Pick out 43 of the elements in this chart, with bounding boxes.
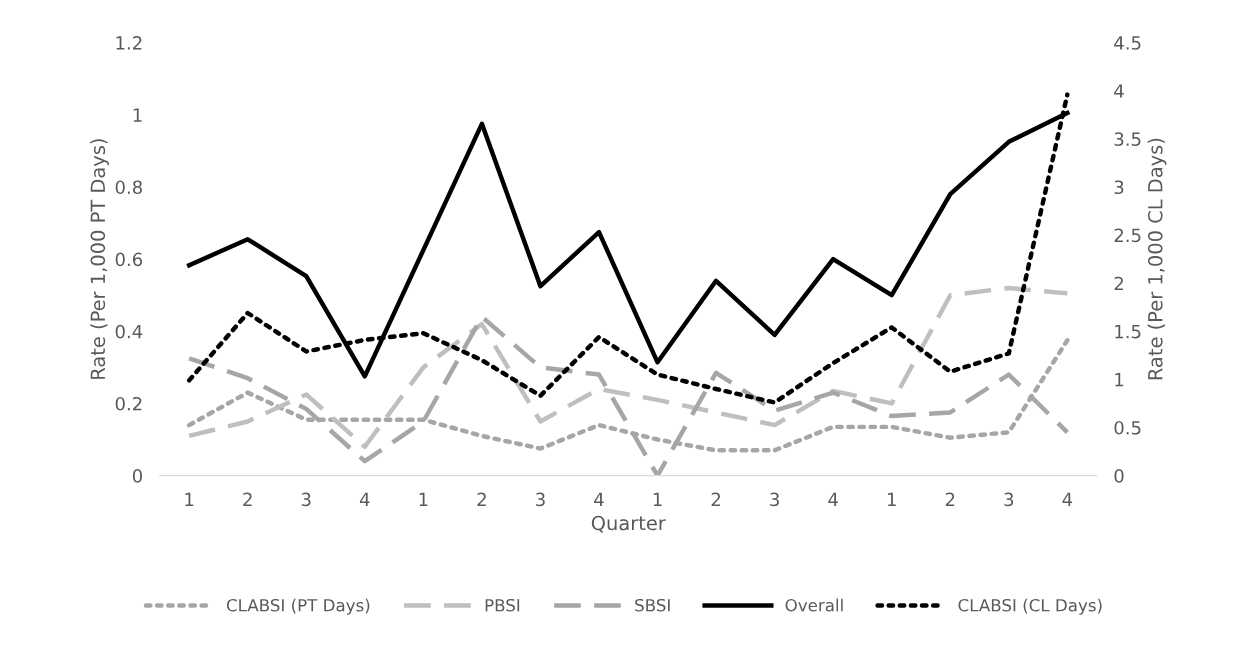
y-tick-label: 0.8 [115,180,142,195]
x-tick-label: 1 [653,492,662,506]
x-tick-label: 2 [711,492,720,506]
x-tick-label: 3 [536,492,545,507]
x-tick-label: 4 [1062,492,1073,506]
y2-tick-label: 0.5 [1114,420,1141,435]
y-tick-label: 1.2 [116,36,142,50]
x-tick-label: 3 [301,492,311,507]
y2-tick-label: 0 [1114,469,1124,483]
line-series [186,285,1070,449]
legend-label: SBSI [635,598,670,612]
x-tick-label: 4 [828,492,838,506]
y-tick-label: 0.4 [115,324,143,339]
y2-tick-label: 4.5 [1114,36,1141,50]
y-tick-label: 1 [133,108,142,122]
x-tick-label: 3 [770,492,779,507]
y2-tick-label: 2.5 [1114,228,1141,243]
x-tick-label: 2 [477,492,486,506]
x-tick-label: 3 [1004,492,1014,507]
x-tick-label: 4 [359,492,370,506]
legend-label: PBSI [485,598,520,612]
y2-tick-label: 2 [1114,276,1123,291]
y-tick-label: 0.2 [115,396,142,411]
x-tick-label: 2 [945,492,955,506]
y-tick-label: 0 [132,469,143,483]
x-tick-label: 1 [185,492,194,506]
legend-label: CLABSI (PT Days) [226,598,370,615]
line-series [186,314,1070,476]
y2-axis-title: Rate (Per 1,000 CL Days) [1147,138,1167,380]
y2-tick-label: 3 [1114,180,1124,195]
y-tick-label: 0.6 [115,252,143,267]
y2-tick-label: 1 [1115,373,1124,387]
x-tick-label: 1 [419,492,428,506]
x-tick-label: 1 [887,492,896,506]
x-axis-title: Quarter [591,515,666,533]
y-axis-title: Rate (Per 1,000 PT Days) [90,139,109,379]
y2-tick-label: 4 [1114,84,1124,98]
x-tick-label: 4 [594,492,604,506]
x-tick-label: 2 [243,492,252,506]
legend-label: Overall [785,598,843,612]
legend-label: CLABSI (CL Days) [958,598,1102,615]
y2-tick-label: 1.5 [1115,324,1141,339]
y2-tick-label: 3.5 [1114,132,1141,146]
